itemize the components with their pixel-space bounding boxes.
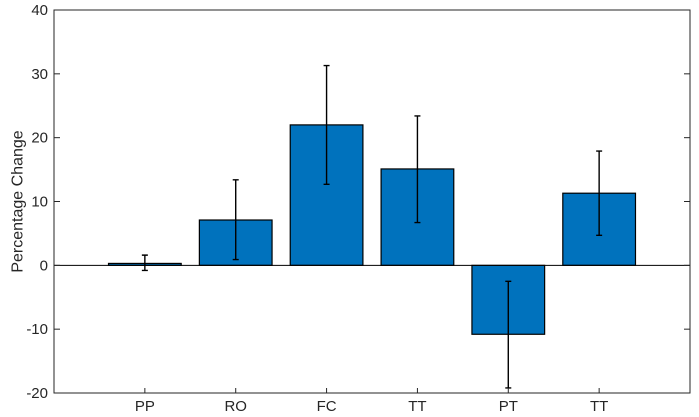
x-tick-label: FC bbox=[317, 398, 337, 415]
y-tick-label: -10 bbox=[26, 321, 48, 338]
error-bars-group bbox=[141, 64, 603, 389]
y-tick-label: 10 bbox=[31, 194, 48, 211]
error-bar-2 bbox=[232, 179, 239, 261]
x-axis: PP RO FC TT PT TT bbox=[135, 388, 608, 415]
x-tick-label: TT bbox=[590, 398, 608, 415]
bars-group bbox=[107, 124, 637, 335]
y-axis-label: Percentage Change bbox=[10, 130, 27, 272]
y-axis: -20 -10 0 10 20 30 40 bbox=[26, 2, 690, 402]
y-tick-label: 0 bbox=[40, 257, 48, 274]
y-tick-label: 40 bbox=[31, 2, 48, 19]
x-tick-label: TT bbox=[408, 398, 426, 415]
x-tick-label: PP bbox=[135, 398, 155, 415]
x-tick-label: RO bbox=[224, 398, 247, 415]
error-bar-1 bbox=[141, 254, 148, 272]
error-bar-3 bbox=[323, 64, 330, 185]
error-bar-6 bbox=[596, 150, 603, 237]
error-bar-4 bbox=[414, 115, 421, 224]
x-tick-label: PT bbox=[499, 398, 518, 415]
y-tick-label: 30 bbox=[31, 66, 48, 83]
y-tick-label: -20 bbox=[26, 385, 48, 402]
error-bar-5 bbox=[505, 280, 512, 389]
y-tick-label: 20 bbox=[31, 130, 48, 147]
